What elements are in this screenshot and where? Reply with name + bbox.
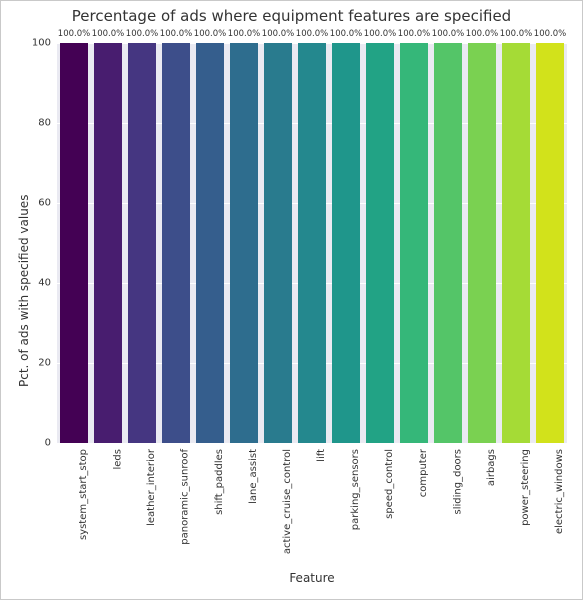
xtick-label: panoramic_sunroof bbox=[180, 449, 191, 545]
bar-value-label: 100.0% bbox=[364, 29, 396, 39]
xtick-slot: computer bbox=[397, 443, 431, 563]
xtick-label: sliding_doors bbox=[452, 449, 463, 514]
bar-slot: 100.0% bbox=[227, 43, 261, 443]
bar-slot: 100.0% bbox=[363, 43, 397, 443]
xtick-slot: panoramic_sunroof bbox=[159, 443, 193, 563]
bar-value-label: 100.0% bbox=[262, 29, 294, 39]
bar-slot: 100.0% bbox=[431, 43, 465, 443]
xtick-slot: lift bbox=[295, 443, 329, 563]
xtick-slot: lane_assist bbox=[227, 443, 261, 563]
bar-value-label: 100.0% bbox=[466, 29, 498, 39]
xtick-slot: airbags bbox=[465, 443, 499, 563]
bar bbox=[332, 43, 361, 443]
xtick-label: computer bbox=[418, 449, 429, 497]
xtick-slot: speed_control bbox=[363, 443, 397, 563]
bar bbox=[434, 43, 463, 443]
xtick-slot: sliding_doors bbox=[431, 443, 465, 563]
bar bbox=[230, 43, 259, 443]
bar bbox=[162, 43, 191, 443]
xtick-slot: system_start_stop bbox=[57, 443, 91, 563]
chart-frame: Percentage of ads where equipment featur… bbox=[0, 0, 583, 600]
bar-slot: 100.0% bbox=[159, 43, 193, 443]
bar-value-label: 100.0% bbox=[500, 29, 532, 39]
ytick-label: 0 bbox=[27, 438, 51, 449]
bar bbox=[400, 43, 429, 443]
xtick-slot: leds bbox=[91, 443, 125, 563]
ytick-label: 80 bbox=[27, 118, 51, 129]
bar bbox=[468, 43, 497, 443]
chart-title: Percentage of ads where equipment featur… bbox=[1, 7, 582, 25]
bar-slot: 100.0% bbox=[91, 43, 125, 443]
bar bbox=[366, 43, 395, 443]
bar-slot: 100.0% bbox=[397, 43, 431, 443]
bar-slot: 100.0% bbox=[295, 43, 329, 443]
xtick-label: parking_sensors bbox=[350, 449, 361, 530]
bar bbox=[60, 43, 89, 443]
xtick-label: system_start_stop bbox=[78, 449, 89, 540]
xtick-slot: shift_paddles bbox=[193, 443, 227, 563]
bar bbox=[196, 43, 225, 443]
bar-value-label: 100.0% bbox=[432, 29, 464, 39]
xtick-labels: system_start_stop leds leather_interior pan… bbox=[57, 443, 567, 563]
bar-slot: 100.0% bbox=[533, 43, 567, 443]
bar-slot: 100.0% bbox=[261, 43, 295, 443]
xtick-label: leds bbox=[112, 449, 123, 470]
xtick-label: active_cruise_control bbox=[282, 449, 293, 554]
xtick-label: lane_assist bbox=[248, 449, 259, 504]
bar-slot: 100.0% bbox=[193, 43, 227, 443]
bar bbox=[264, 43, 293, 443]
bar-value-label: 100.0% bbox=[160, 29, 192, 39]
bar bbox=[94, 43, 123, 443]
xtick-label: lift bbox=[316, 449, 327, 462]
bar-slot: 100.0% bbox=[499, 43, 533, 443]
bar-value-label: 100.0% bbox=[296, 29, 328, 39]
bar-value-label: 100.0% bbox=[126, 29, 158, 39]
bar bbox=[536, 43, 565, 443]
bar-slot: 100.0% bbox=[329, 43, 363, 443]
bar bbox=[128, 43, 157, 443]
x-axis-label: Feature bbox=[57, 571, 567, 585]
bar-value-label: 100.0% bbox=[398, 29, 430, 39]
xtick-label: power_steering bbox=[520, 449, 531, 526]
xtick-slot: active_cruise_control bbox=[261, 443, 295, 563]
bar-slot: 100.0% bbox=[57, 43, 91, 443]
bar-slot: 100.0% bbox=[125, 43, 159, 443]
xtick-slot: power_steering bbox=[499, 443, 533, 563]
bar-value-label: 100.0% bbox=[194, 29, 226, 39]
bars-container: 100.0%100.0%100.0%100.0%100.0%100.0%100.… bbox=[57, 43, 567, 443]
xtick-slot: electric_windows bbox=[533, 443, 567, 563]
ytick-label: 100 bbox=[27, 38, 51, 49]
xtick-label: shift_paddles bbox=[214, 449, 225, 515]
xtick-label: leather_interior bbox=[146, 449, 157, 526]
bar-value-label: 100.0% bbox=[92, 29, 124, 39]
xtick-slot: leather_interior bbox=[125, 443, 159, 563]
y-axis-label: Pct. of ads with specified values bbox=[17, 195, 31, 387]
bar bbox=[298, 43, 327, 443]
bar-value-label: 100.0% bbox=[330, 29, 362, 39]
xtick-slot: parking_sensors bbox=[329, 443, 363, 563]
bar-slot: 100.0% bbox=[465, 43, 499, 443]
bar-value-label: 100.0% bbox=[58, 29, 90, 39]
xtick-label: airbags bbox=[486, 449, 497, 486]
bar-value-label: 100.0% bbox=[228, 29, 260, 39]
xtick-label: speed_control bbox=[384, 449, 395, 519]
bar bbox=[502, 43, 531, 443]
xtick-label: electric_windows bbox=[554, 449, 565, 534]
bar-value-label: 100.0% bbox=[534, 29, 566, 39]
